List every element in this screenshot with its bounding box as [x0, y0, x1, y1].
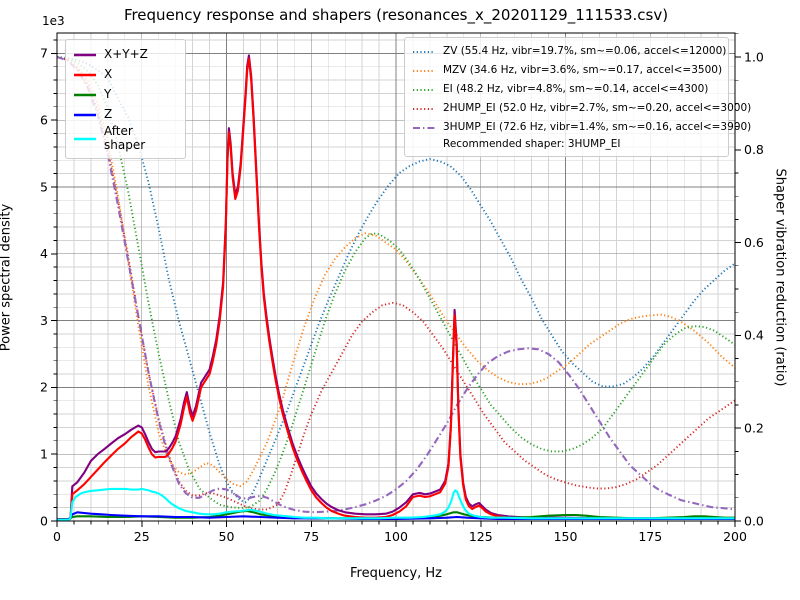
- curve-mzv: [57, 56, 735, 488]
- chart-title: Frequency response and shapers (resonanc…: [123, 6, 669, 24]
- legend-line-sample: [74, 93, 96, 97]
- legend-label-zv: ZV (55.4 Hz, vibr=19.7%, sm~=0.06, accel…: [443, 45, 727, 58]
- svg-text:1.0: 1.0: [744, 49, 764, 64]
- svg-text:175: 175: [638, 529, 662, 544]
- svg-text:3: 3: [40, 313, 48, 328]
- legend-line-sample: [413, 51, 435, 53]
- legend-entry-y: Y: [73, 85, 178, 104]
- svg-text:50: 50: [219, 529, 235, 544]
- legend-entry-ei: EI (48.2 Hz, vibr=4.8%, sm~=0.14, accel<…: [412, 80, 721, 99]
- legend-label-mzv: MZV (34.6 Hz, vibr=3.6%, sm~=0.17, accel…: [443, 64, 723, 77]
- legend-label-after-shaper: After shaper: [104, 124, 146, 152]
- y-axis-right-label: Shaper vibration reduction (ratio): [772, 168, 788, 387]
- svg-text:0.2: 0.2: [744, 420, 764, 435]
- x-axis-label: Frequency, Hz: [349, 566, 443, 581]
- curve-after-shaper: [57, 487, 735, 521]
- curve-3hump-ei: [57, 55, 735, 514]
- svg-text:0.4: 0.4: [744, 328, 764, 343]
- axis-tick-labels: 0 25 50 75 100 125 150 175 200 0 1 2 3 4 5 6 7 0.0 0.2 0.4 0…: [40, 46, 764, 544]
- svg-text:0.8: 0.8: [744, 142, 764, 157]
- svg-text:100: 100: [384, 529, 408, 544]
- svg-text:7: 7: [40, 46, 48, 61]
- legend-line-sample: [413, 108, 435, 110]
- legend-entry-z: Z: [73, 105, 178, 124]
- legend-label-ei: EI (48.2 Hz, vibr=4.8%, sm~=0.14, accel<…: [443, 83, 709, 96]
- svg-text:200: 200: [723, 529, 747, 544]
- legend-line-sample: [413, 127, 435, 129]
- legend-label-x-y-z: X+Y+Z: [104, 46, 148, 61]
- svg-text:6: 6: [40, 112, 48, 127]
- legend-entry-x: X: [73, 65, 178, 84]
- legend-line-sample: [74, 137, 96, 141]
- legend-entry-2hump-ei: 2HUMP_EI (52.0 Hz, vibr=2.7%, sm~=0.20, …: [412, 99, 751, 118]
- y-axis-left-label: Power spectral density: [0, 203, 14, 352]
- legend-line-sample: [74, 53, 96, 57]
- legend-line-sample: [413, 70, 435, 72]
- legend-entry-x-y-z: X+Y+Z: [73, 45, 178, 64]
- svg-text:2: 2: [40, 380, 48, 395]
- legend-label-z: Z: [104, 106, 113, 121]
- svg-text:5: 5: [40, 179, 48, 194]
- legend-entry-mzv: MZV (34.6 Hz, vibr=3.6%, sm~=0.17, accel…: [412, 61, 723, 80]
- curve-zv: [57, 56, 735, 504]
- psd-curves: [57, 54, 735, 521]
- legend-entry-zv: ZV (55.4 Hz, vibr=19.7%, sm~=0.06, accel…: [412, 42, 726, 61]
- svg-text:75: 75: [303, 529, 319, 544]
- curve-z: [57, 511, 735, 521]
- svg-text:1: 1: [40, 446, 48, 461]
- legend-psd: X+Y+Z X Y Z After shaper: [65, 39, 186, 159]
- svg-text:0: 0: [53, 529, 61, 544]
- legend-shapers: ZV (55.4 Hz, vibr=19.7%, sm~=0.06, accel…: [404, 37, 751, 157]
- legend-label-2hump-ei: 2HUMP_EI (52.0 Hz, vibr=2.7%, sm~=0.20, …: [443, 102, 752, 115]
- svg-text:125: 125: [469, 529, 493, 544]
- legend-line-sample: [413, 89, 435, 91]
- svg-text:4: 4: [40, 246, 48, 261]
- shaper-curves: [57, 55, 735, 514]
- axis-ticks: [51, 33, 741, 527]
- svg-text:0: 0: [40, 513, 48, 528]
- svg-text:0.6: 0.6: [744, 235, 764, 250]
- legend-label-recommended-shaper: Recommended shaper: 3HUMP_EI: [443, 138, 621, 151]
- legend-label-x: X: [104, 66, 113, 81]
- legend-entry-after-shaper: After shaper: [73, 124, 178, 153]
- legend-label-y: Y: [104, 86, 112, 101]
- legend-label-3hump-ei: 3HUMP_EI (72.6 Hz, vibr=1.4%, sm~=0.16, …: [443, 121, 752, 134]
- curve-x: [57, 57, 735, 521]
- legend-line-sample: [74, 73, 96, 77]
- legend-entry-recommended-shaper: Recommended shaper: 3HUMP_EI: [412, 137, 721, 152]
- svg-text:25: 25: [134, 529, 150, 544]
- legend-entry-3hump-ei: 3HUMP_EI (72.6 Hz, vibr=1.4%, sm~=0.16, …: [412, 118, 751, 137]
- legend-line-sample: [74, 113, 96, 117]
- svg-text:150: 150: [554, 529, 578, 544]
- svg-text:0.0: 0.0: [744, 513, 764, 528]
- y-axis-offset-text: 1e3: [42, 14, 65, 28]
